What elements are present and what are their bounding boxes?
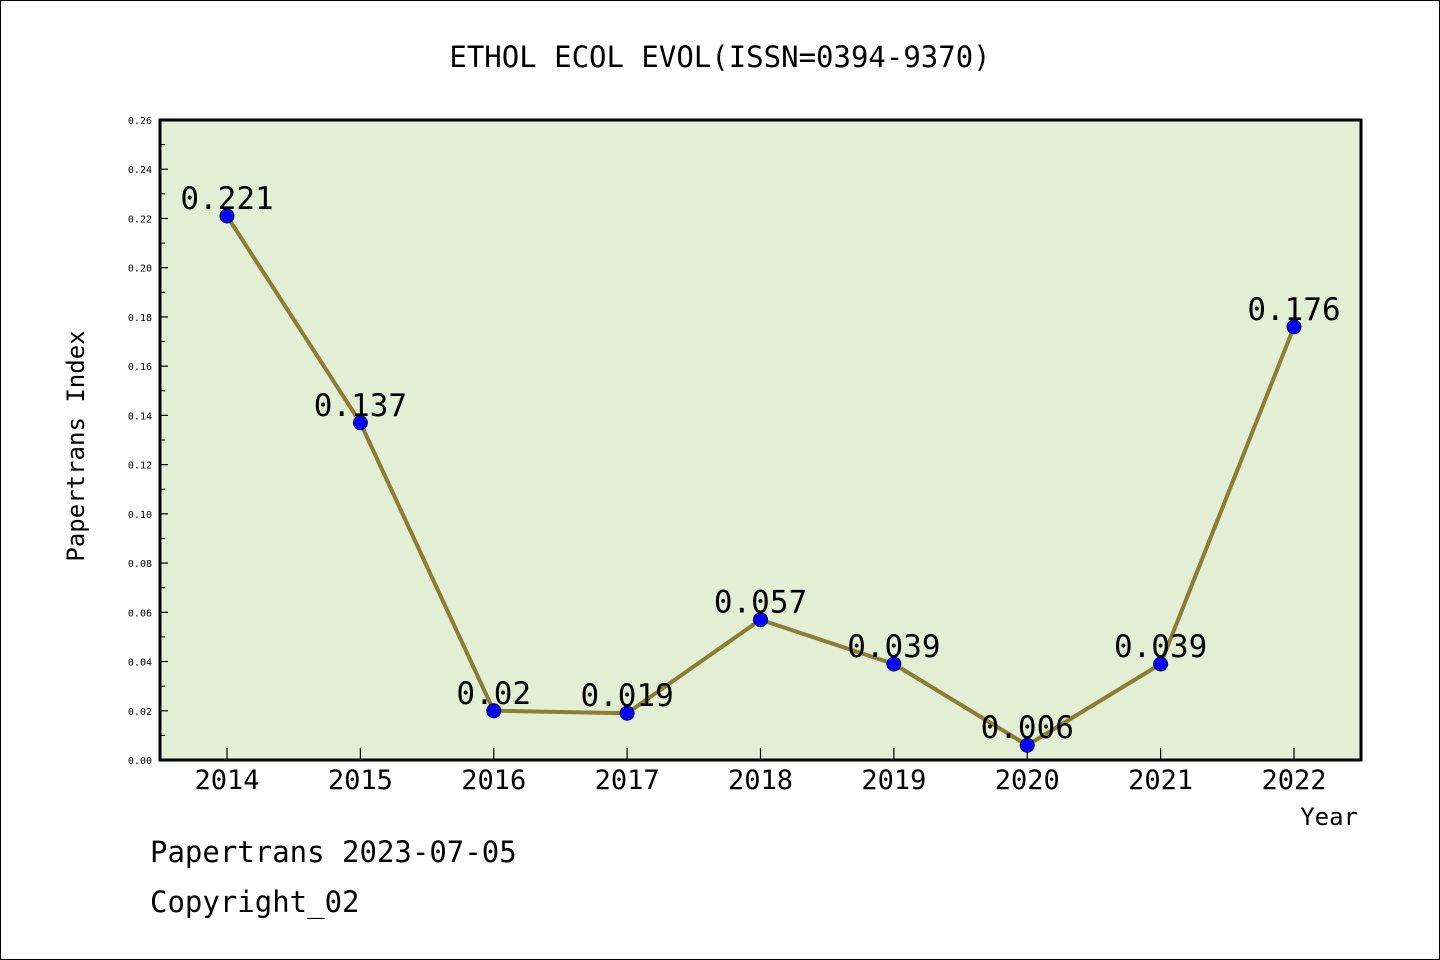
y-tick-label: 0.06 [128, 608, 152, 619]
y-tick-label: 0.26 [128, 116, 152, 127]
data-point-2019 [886, 656, 902, 672]
x-tick-label: 2019 [861, 765, 926, 796]
plot-area [158, 118, 1363, 762]
data-point-2020 [1019, 737, 1035, 753]
data-point-2017 [619, 705, 635, 721]
data-label-2019: 0.039 [847, 629, 940, 665]
y-tick-label: 0.02 [128, 707, 152, 718]
chart-title: ETHOL ECOL EVOL(ISSN=0394-9370) [449, 40, 990, 74]
x-axis-label: Year [1300, 803, 1358, 831]
data-labels: 0.221 0.137 0.02 0.019 0.057 0.039 0.006 0.039 0… [180, 181, 1340, 746]
x-tick-label: 2015 [328, 765, 393, 796]
data-point-2015 [352, 415, 368, 431]
x-tick-label: 2020 [995, 765, 1060, 796]
x-tick-label: 2022 [1261, 765, 1326, 796]
data-point-2022 [1286, 319, 1302, 335]
y-tick-label: 0.16 [128, 362, 152, 373]
footer-copyright: Copyright_02 [150, 885, 360, 919]
data-point-2014 [219, 208, 235, 224]
y-tick-label: 0.20 [128, 264, 152, 275]
x-tick-label: 2018 [728, 765, 793, 796]
data-label-2022: 0.176 [1247, 292, 1340, 328]
data-label-2017: 0.019 [580, 678, 673, 714]
y-axis-label: Papertrans Index [62, 330, 90, 561]
data-label-2018: 0.057 [714, 585, 807, 621]
data-point-2018 [753, 612, 768, 628]
data-point-2021 [1153, 656, 1169, 672]
x-tick-label: 2014 [194, 765, 259, 796]
y-tick-label: 0.08 [128, 559, 152, 570]
y-tick-label: 0.00 [128, 756, 152, 767]
x-tick-label: 2017 [595, 765, 660, 796]
x-tick-label: 2016 [461, 765, 526, 796]
y-tick-label: 0.14 [128, 411, 152, 422]
y-tick-label: 0.10 [128, 510, 152, 521]
y-axis-ticks: 0.00 0.02 0.04 0.06 0.08 0.10 0.12 0.14 0.16 0.18… [128, 116, 168, 767]
y-tick-label: 0.18 [128, 313, 152, 324]
data-label-2015: 0.137 [314, 388, 407, 424]
footer-date: Papertrans 2023-07-05 [150, 835, 517, 869]
data-point-2016 [486, 703, 502, 719]
x-tick-label: 2021 [1128, 765, 1193, 796]
y-tick-label: 0.24 [128, 165, 152, 176]
data-label-2014: 0.221 [180, 181, 273, 217]
data-label-2021: 0.039 [1114, 629, 1207, 665]
data-label-2020: 0.006 [981, 710, 1074, 746]
data-points [219, 208, 1302, 753]
data-label-2016: 0.02 [456, 676, 531, 712]
x-axis-ticks: 2014 2015 2016 2017 2018 2019 2020 2021 2022 [194, 748, 1327, 796]
y-tick-label: 0.12 [128, 461, 152, 472]
y-tick-label: 0.04 [128, 658, 152, 669]
y-tick-label: 0.22 [128, 214, 152, 225]
